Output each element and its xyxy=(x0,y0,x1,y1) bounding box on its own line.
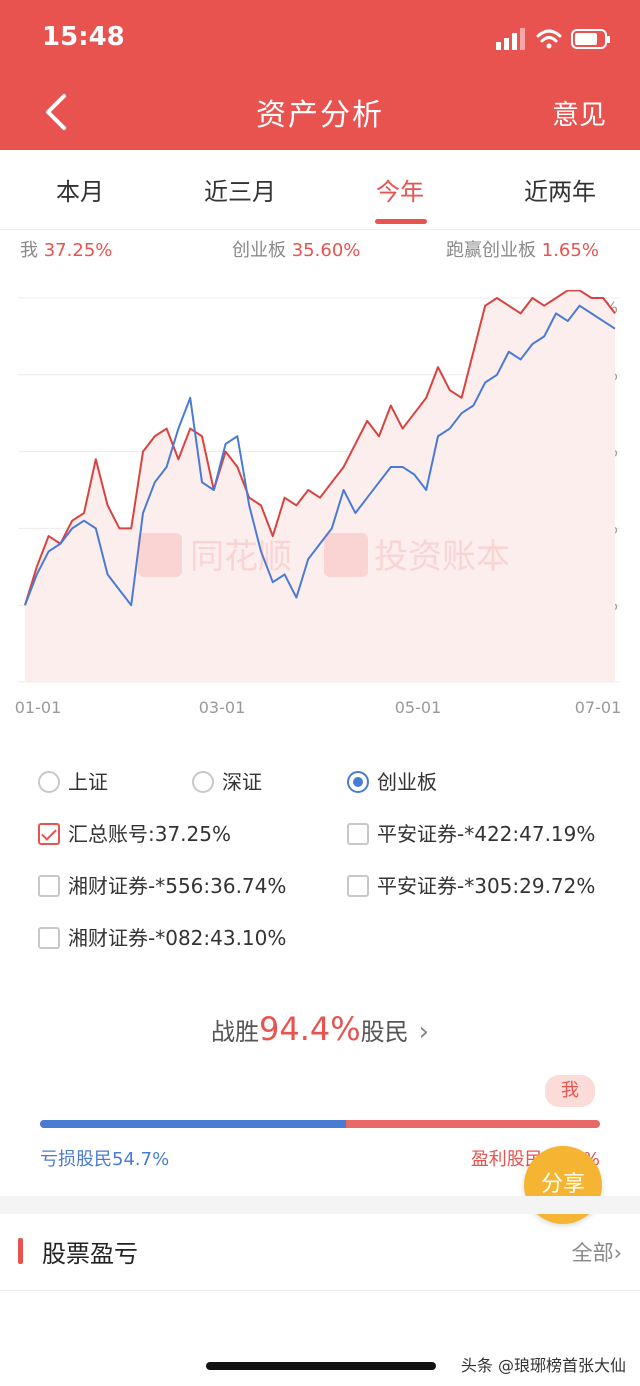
active-tab-indicator xyxy=(375,219,427,224)
tab-two-years[interactable]: 近两年 xyxy=(524,178,596,206)
tab-this-year[interactable]: 今年 xyxy=(376,178,424,206)
watermark-logo: 同花顺 投资账本 xyxy=(138,533,510,577)
svg-text:投资账本: 投资账本 xyxy=(374,537,510,577)
x-tick-label: 05-01 xyxy=(395,698,442,717)
tab-three-months[interactable]: 近三月 xyxy=(204,178,276,206)
period-tabs: 本月 近三月 今年 近两年 xyxy=(0,150,640,230)
section-divider xyxy=(0,1196,640,1214)
page-title: 资产分析 xyxy=(256,98,384,133)
radio-shenzhen-label: 深证 xyxy=(222,770,262,794)
beat-suffix: 股民 xyxy=(360,1018,409,1046)
account-xiangcai-082-label: 湘财证券-*082:43.10% xyxy=(68,926,287,950)
account-pingan-305-checkbox[interactable] xyxy=(347,875,369,897)
area-fill xyxy=(25,290,615,682)
summary-board-label: 创业板 xyxy=(232,240,286,261)
home-indicator[interactable] xyxy=(206,1362,436,1370)
section-accent xyxy=(18,1238,23,1264)
status-icons xyxy=(496,28,610,50)
x-tick-label: 03-01 xyxy=(199,698,246,717)
summary-board: 创业板 35.60% xyxy=(232,236,360,262)
radio-chinext-circle[interactable] xyxy=(347,771,369,793)
battery-icon xyxy=(571,29,610,49)
summary-me-value: 37.25% xyxy=(43,240,113,261)
beat-percent: 94.4% xyxy=(258,1010,361,1048)
summary-beat-label: 跑赢创业板 xyxy=(446,240,536,261)
summary-beat-value: 1.65% xyxy=(541,240,599,261)
summary-me: 我 37.25% xyxy=(20,236,112,262)
watermark: 同花顺 投资账本 xyxy=(138,530,538,580)
radio-shanghai-circle[interactable] xyxy=(38,771,60,793)
account-pingan-422-label: 平安证券-*422:47.19% xyxy=(377,822,596,846)
signal-icon xyxy=(496,28,525,50)
loss-segment xyxy=(40,1120,347,1128)
radio-shenzhen[interactable]: 深证 xyxy=(192,766,262,795)
account-xiangcai-556-label: 湘财证券-*556:36.74% xyxy=(68,874,287,898)
account-xiangcai-082-checkbox[interactable] xyxy=(38,927,60,949)
view-all-link[interactable]: 全部› xyxy=(571,1241,622,1265)
feedback-button[interactable]: 意见 xyxy=(552,100,606,131)
section-title: 股票盈亏 xyxy=(42,1240,138,1268)
radio-shanghai[interactable]: 上证 xyxy=(38,766,108,795)
summary-beat: 跑赢创业板 1.65% xyxy=(446,236,599,262)
account-pingan-422[interactable]: 平安证券-*422:47.19% xyxy=(347,818,595,847)
account-xiangcai-082[interactable]: 湘财证券-*082:43.10% xyxy=(38,922,286,951)
summary-me-label: 我 xyxy=(20,240,38,261)
svg-text:同花顺: 同花顺 xyxy=(190,537,292,577)
return-chart: 40.0%30.0%20.0%10.0%0.0%01-0103-0105-010… xyxy=(15,290,622,717)
back-icon[interactable] xyxy=(38,92,74,132)
x-tick-label: 07-01 xyxy=(575,698,622,717)
wifi-icon xyxy=(536,29,562,49)
radio-chinext-label: 创业板 xyxy=(377,770,437,794)
profit-loss-bar xyxy=(40,1120,600,1128)
tab-this-month[interactable]: 本月 xyxy=(56,178,104,206)
account-xiangcai-556[interactable]: 湘财证券-*556:36.74% xyxy=(38,870,286,899)
index-return-line xyxy=(24,304,616,607)
status-time: 15:48 xyxy=(42,22,125,52)
account-summary-label: 汇总账号:37.25% xyxy=(68,822,231,846)
section-separator xyxy=(0,1290,640,1291)
beat-investors-link[interactable]: 战胜94.4%股民 › xyxy=(0,1010,640,1048)
chevron-right-icon: › xyxy=(418,1017,430,1047)
credit-watermark: 头条 @琅琊榜首张大仙 xyxy=(460,1356,626,1375)
beat-prefix: 战胜 xyxy=(210,1018,259,1046)
radio-chinext[interactable]: 创业板 xyxy=(347,766,437,795)
account-summary-checkbox[interactable] xyxy=(38,823,60,845)
x-tick-label: 01-01 xyxy=(15,698,62,717)
account-pingan-305-label: 平安证券-*305:29.72% xyxy=(377,874,596,898)
account-pingan-422-checkbox[interactable] xyxy=(347,823,369,845)
radio-shenzhen-circle[interactable] xyxy=(192,771,214,793)
radio-shanghai-label: 上证 xyxy=(68,770,108,794)
loss-investors-label: 亏损股民54.7% xyxy=(40,1149,170,1170)
account-pingan-305[interactable]: 平安证券-*305:29.72% xyxy=(347,870,595,899)
my-return-line xyxy=(24,290,616,606)
app-header: 15:48 资产分析 意见 xyxy=(0,0,640,150)
account-summary[interactable]: 汇总账号:37.25% xyxy=(38,818,231,847)
summary-board-value: 35.60% xyxy=(291,240,361,261)
me-marker: 我 xyxy=(545,1075,595,1107)
account-xiangcai-556-checkbox[interactable] xyxy=(38,875,60,897)
